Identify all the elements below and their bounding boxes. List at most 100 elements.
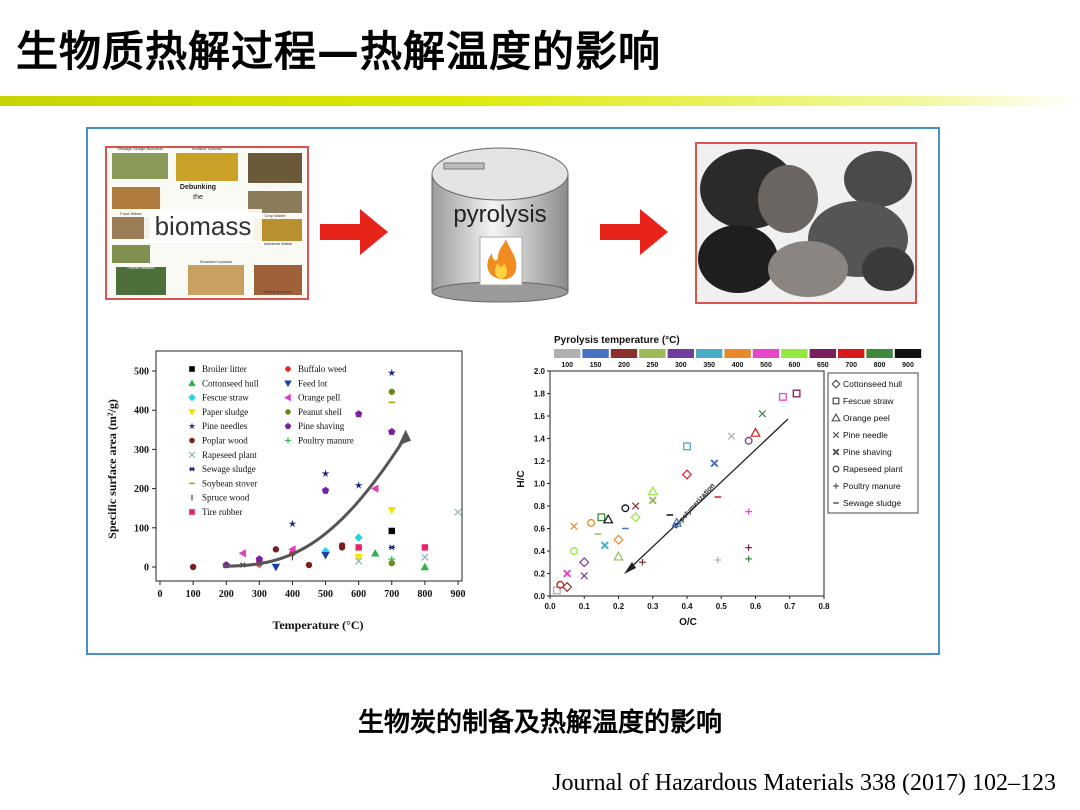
x-tick-label: 400 [285,589,300,600]
x-axis-label: O/C [679,617,697,628]
surface-area-chart: 0 100 200 300 400 500 600 700 800 900 0 100 200 300 40… [105,350,466,632]
legend-marker [833,483,839,489]
data-point [613,534,624,545]
legend-label: Buffalo weed [298,364,347,374]
data-point [597,513,606,522]
temperature-label: 400 [732,362,744,369]
temperature-label: 100 [561,362,573,369]
x-tick-label: 0 [158,589,163,600]
temperature-label: 150 [590,362,602,369]
y-tick-label: 0 [144,563,149,574]
y-tick-label: 200 [134,484,149,495]
legend-marker [285,437,291,444]
legend-label: Pine needle [843,430,888,440]
y-tick-label: 1.8 [534,390,546,399]
legend-label: Pine needles [202,421,248,431]
process-arrow-1 [320,209,388,255]
x-tick-label: 0.4 [681,602,693,611]
data-point [778,392,787,401]
data-point [613,551,624,561]
data-point [388,427,396,435]
legend-label: Fescue straw [202,393,249,403]
data-point [745,555,752,563]
x-tick-label: 200 [219,589,234,600]
legend-marker [832,448,840,456]
legend-marker [188,393,196,402]
data-point [387,506,396,515]
legend-marker [188,409,196,416]
temperature-label: 900 [902,362,914,369]
legend-label: Spruce wood [202,493,250,503]
data-point [647,485,659,496]
biomass-panel: Debunking the biomass Sewage Sludge Bios… [105,146,309,300]
x-axis-label: Temperature (°C) [272,618,363,632]
data-point [745,508,752,515]
temperature-label: 200 [618,362,630,369]
pyrolysis-label: pyrolysis [453,201,546,228]
data-point [602,513,614,524]
data-point [648,496,657,505]
legend-marker [284,422,292,429]
data-point [288,519,297,528]
photo-caption: Invasive Species [192,146,222,151]
data-point [355,410,363,418]
photo-caption: Woody Bark etc. [263,289,292,294]
legend-label: Pine shaving [843,447,892,457]
data-point [750,427,761,437]
legend-label: Sewage sludge [843,498,901,508]
data-point [371,484,379,493]
legend-marker [284,380,292,388]
slide-title: 生物质热解过程—热解温度的影响 [16,27,662,76]
data-point [288,545,296,554]
legend-marker [189,466,195,472]
x-tick-label: 0.1 [579,602,591,611]
legend-label: Sewage sludge [202,464,256,474]
x-tick-label: 0.7 [784,602,796,611]
temperature-swatch [894,349,922,358]
legend-label: Fescue straw [843,396,894,406]
data-point [238,549,246,558]
temperature-swatch [582,349,609,358]
legend-label: Soybean stover [202,478,257,488]
data-point [454,508,462,516]
data-point [671,517,683,527]
temperature-swatch [610,349,638,358]
legend-label: Cottonseed hull [843,379,902,389]
data-point [354,533,363,542]
x-tick-label: 500 [318,589,333,600]
legend-label: Peanut shell [298,407,342,417]
y-tick-label: 2.0 [534,367,546,376]
data-point [387,368,396,377]
photo-caption: Seaweed invasion [200,259,232,264]
temperature-label: 250 [647,362,659,369]
y-tick-label: 0.6 [534,525,546,534]
data-point [388,527,395,535]
legend-marker [188,451,196,459]
legend-label: Paper sludge [202,407,248,417]
data-point [421,553,429,561]
data-point [354,481,363,489]
data-point [570,522,578,530]
data-point [744,436,753,445]
reference-citation: Journal of Hazardous Materials 338 (2017… [552,770,1056,796]
legend-marker [832,465,840,473]
temperature-label: 650 [817,362,829,369]
data-point [683,442,691,451]
data-point [580,572,588,580]
data-point [421,544,429,551]
data-point [745,544,752,551]
temperature-scale-title: Pyrolysis temperature (°C) [554,335,680,346]
pyrolysis-reactor: pyrolysis [431,147,569,303]
data-point [420,562,430,571]
x-tick-label: 900 [451,589,466,600]
y-tick-label: 400 [134,406,149,417]
data-point [388,544,395,551]
x-tick-label: 0.5 [716,602,728,611]
photo-caption: Industrial Waste [264,241,293,246]
legend-label: Orange peel [843,413,890,423]
data-point [587,518,596,527]
data-point [388,559,395,567]
legend-label: Broiler litter [202,364,247,374]
figure-svg: Debunking the biomass Sewage Sludge Bios… [105,142,922,632]
temperature-swatch [554,349,581,358]
